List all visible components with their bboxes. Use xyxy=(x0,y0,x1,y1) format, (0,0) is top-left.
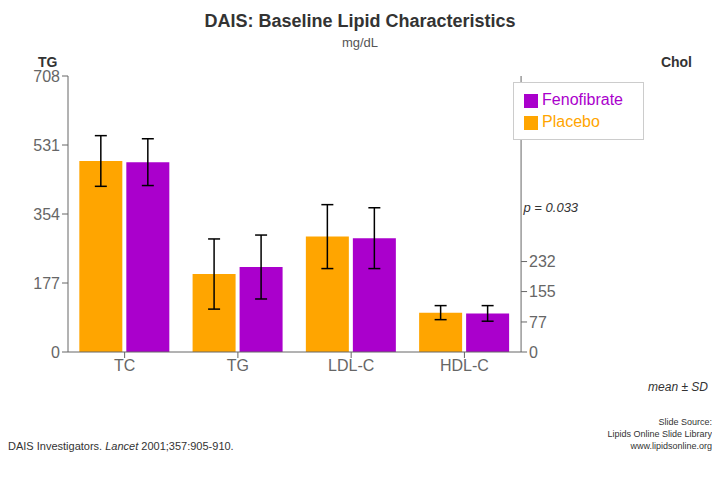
html-text:www.lipidsonline.org: www.lipidsonline.org xyxy=(630,441,712,451)
svg-text:354: 354 xyxy=(33,206,60,223)
html-text:mg/dL: mg/dL xyxy=(341,35,379,50)
html-text:DAIS Investigators. Lancet 200: DAIS Investigators. Lancet 2001;357:905-… xyxy=(8,440,234,452)
svg-text:0: 0 xyxy=(51,344,60,361)
html-text:Slide Source:: Slide Source: xyxy=(658,417,712,427)
svg-text:0: 0 xyxy=(529,344,538,361)
html-text:DAIS: Baseline Lipid Character: DAIS: Baseline Lipid Characteristics xyxy=(204,11,516,31)
html-text:Chol: Chol xyxy=(660,54,692,70)
svg-text:177: 177 xyxy=(33,275,60,292)
svg-text:HDL-C: HDL-C xyxy=(440,357,489,374)
html-text:Fenofibrate: Fenofibrate xyxy=(542,91,623,108)
svg-text:LDL-C: LDL-C xyxy=(328,357,374,374)
svg-text:TC: TC xyxy=(114,357,135,374)
html-text:mean ± SD: mean ± SD xyxy=(648,380,708,394)
svg-text:77: 77 xyxy=(529,314,547,331)
svg-text:TG: TG xyxy=(227,357,249,374)
html-text:TG: TG xyxy=(38,54,58,70)
svg-text:232: 232 xyxy=(529,253,556,270)
svg-text:155: 155 xyxy=(529,283,556,300)
svg-text:531: 531 xyxy=(33,137,60,154)
html-text:Lipids Online Slide Library: Lipids Online Slide Library xyxy=(607,429,712,439)
html-text:Placebo: Placebo xyxy=(542,113,600,130)
svg-text:708: 708 xyxy=(33,68,60,85)
html-text:p = 0.033: p = 0.033 xyxy=(523,200,579,216)
